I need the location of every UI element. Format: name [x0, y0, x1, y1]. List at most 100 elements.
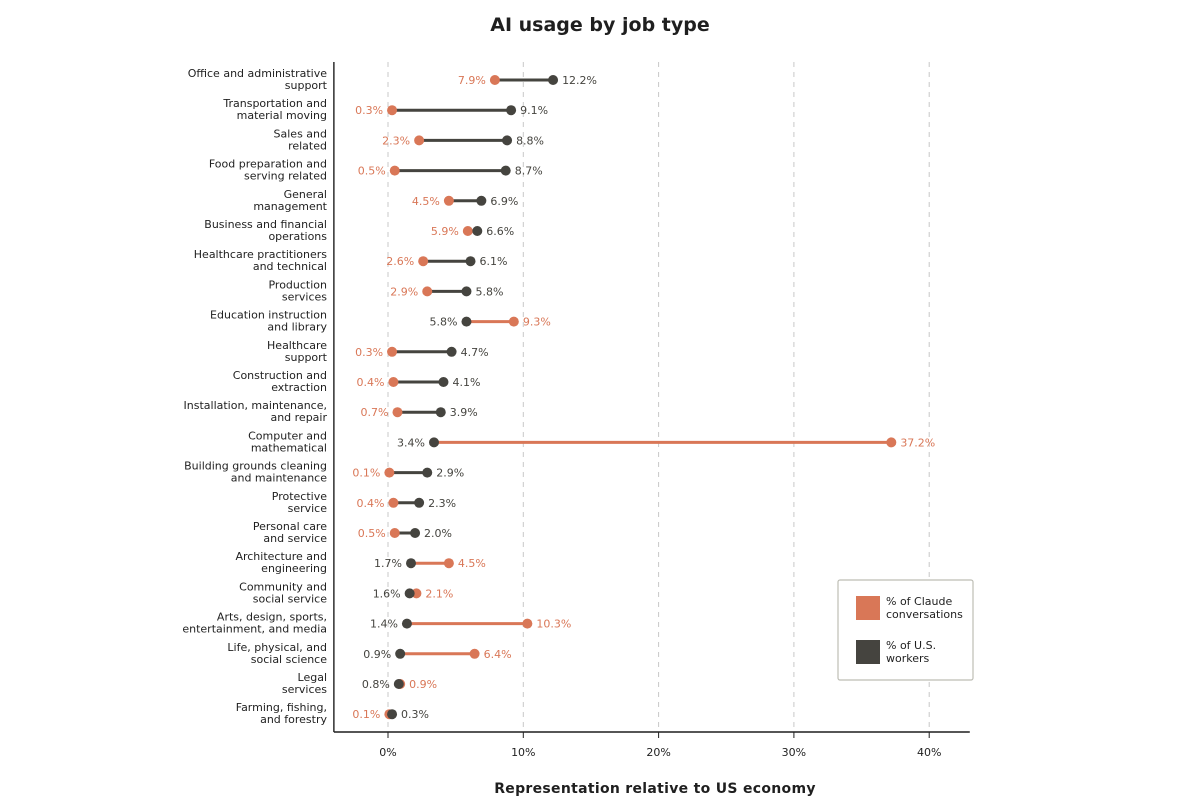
- claude-value-label: 0.9%: [409, 678, 437, 691]
- claude-point: [886, 437, 897, 448]
- workers-point: [476, 195, 487, 206]
- data-marks: 7.9% 12.2% 0.3% 9.1% 2.3% 8.8% 0.5% 8.7% 4.5% 6.9…: [352, 74, 935, 721]
- claude-legend-swatch: [856, 596, 880, 620]
- category-label: Architecture and engineering: [235, 550, 327, 575]
- claude-legend-label: % of Claude conversations: [886, 595, 963, 621]
- claude-value-label: 2.1%: [425, 587, 453, 600]
- x-tick-label: 30%: [782, 746, 806, 759]
- claude-value-label: 0.4%: [356, 497, 384, 510]
- workers-legend-label: % of U.S. workers: [886, 639, 936, 665]
- workers-point: [393, 679, 404, 689]
- workers-point: [548, 75, 559, 85]
- claude-value-label: 4.5%: [458, 557, 486, 570]
- workers-value-label: 0.3%: [401, 708, 429, 721]
- claude-value-label: 37.2%: [900, 436, 935, 449]
- workers-value-label: 2.0%: [424, 527, 452, 540]
- workers-point: [435, 407, 446, 418]
- workers-point: [438, 377, 449, 387]
- workers-value-label: 1.7%: [374, 557, 402, 570]
- category-label: Life, physical, and social science: [227, 641, 327, 666]
- category-label: Building grounds cleaning and maintenance: [184, 460, 327, 485]
- claude-value-label: 2.6%: [386, 255, 414, 268]
- workers-point: [461, 316, 472, 327]
- claude-value-label: 0.3%: [355, 104, 383, 117]
- workers-point: [401, 618, 412, 629]
- category-label: Protective service: [272, 490, 327, 515]
- category-label: Arts, design, sports, entertainment, and …: [182, 611, 327, 636]
- workers-value-label: 2.9%: [436, 467, 464, 480]
- workers-value-label: 2.3%: [428, 497, 456, 510]
- claude-value-label: 0.1%: [352, 708, 380, 721]
- claude-point: [462, 226, 473, 236]
- workers-value-label: 5.8%: [430, 316, 458, 329]
- workers-point: [506, 105, 517, 116]
- claude-value-label: 0.7%: [361, 406, 389, 419]
- workers-value-label: 6.1%: [480, 255, 508, 268]
- x-tick-label: 20%: [646, 746, 670, 759]
- claude-point: [443, 195, 454, 206]
- workers-value-label: 1.4%: [370, 618, 398, 631]
- claude-point: [392, 407, 403, 418]
- claude-point: [489, 75, 500, 85]
- x-axis-label: Representation relative to US economy: [494, 781, 816, 797]
- axes: 0% 10% 20% 30% 40%: [333, 62, 970, 759]
- claude-value-label: 0.3%: [355, 346, 383, 359]
- workers-point: [500, 165, 511, 176]
- category-label: Computer and mathematical: [248, 429, 327, 454]
- category-label: Legal services: [282, 671, 327, 696]
- category-label: Sales and related: [274, 127, 327, 152]
- workers-value-label: 6.9%: [490, 195, 518, 208]
- category-label: Healthcare support: [267, 339, 328, 364]
- claude-point: [388, 377, 399, 387]
- claude-value-label: 2.3%: [382, 134, 410, 147]
- claude-point: [387, 105, 398, 116]
- workers-value-label: 3.4%: [397, 436, 425, 449]
- category-label: General management: [253, 188, 327, 213]
- workers-value-label: 0.9%: [363, 648, 391, 661]
- claude-point: [389, 165, 400, 176]
- claude-value-label: 6.4%: [484, 648, 512, 661]
- chart-title: AI usage by job type: [490, 14, 709, 36]
- workers-value-label: 4.1%: [452, 376, 480, 389]
- claude-point: [389, 528, 400, 538]
- workers-point: [502, 135, 513, 146]
- category-label: Construction and extraction: [233, 369, 327, 394]
- workers-value-label: 9.1%: [520, 104, 548, 117]
- category-label: Personal care and service: [253, 520, 327, 545]
- category-label: Community and social service: [239, 580, 327, 605]
- workers-point: [404, 588, 415, 599]
- workers-point: [472, 226, 483, 236]
- workers-point: [395, 648, 406, 659]
- workers-point: [387, 709, 398, 720]
- claude-value-label: 7.9%: [458, 74, 486, 87]
- workers-value-label: 1.6%: [373, 587, 401, 600]
- workers-value-label: 12.2%: [562, 74, 597, 87]
- claude-value-label: 4.5%: [412, 195, 440, 208]
- category-label: Production services: [268, 278, 327, 303]
- claude-point: [422, 286, 433, 297]
- claude-point: [384, 467, 395, 478]
- category-label: Food preparation and serving related: [209, 158, 327, 183]
- claude-value-label: 0.4%: [356, 376, 384, 389]
- category-label: Installation, maintenance, and repair: [184, 399, 328, 424]
- category-label: Education instruction and library: [210, 309, 327, 334]
- claude-point: [418, 256, 429, 267]
- workers-value-label: 8.8%: [516, 134, 544, 147]
- workers-value-label: 3.9%: [450, 406, 478, 419]
- claude-point: [387, 346, 398, 357]
- workers-value-label: 6.6%: [486, 225, 514, 238]
- gridlines: [387, 62, 930, 732]
- workers-value-label: 0.8%: [362, 678, 390, 691]
- workers-point: [461, 286, 472, 297]
- claude-point: [508, 316, 519, 327]
- workers-point: [422, 467, 433, 478]
- claude-value-label: 9.3%: [523, 316, 551, 329]
- category-labels: Office and administrative support Transpor…: [182, 67, 327, 726]
- workers-point: [410, 528, 421, 538]
- workers-point: [429, 437, 440, 448]
- claude-point: [522, 618, 533, 629]
- category-label: Office and administrative support: [188, 67, 328, 92]
- workers-value-label: 8.7%: [515, 165, 543, 178]
- category-label: Healthcare practitioners and technical: [194, 248, 327, 273]
- workers-point: [465, 256, 476, 267]
